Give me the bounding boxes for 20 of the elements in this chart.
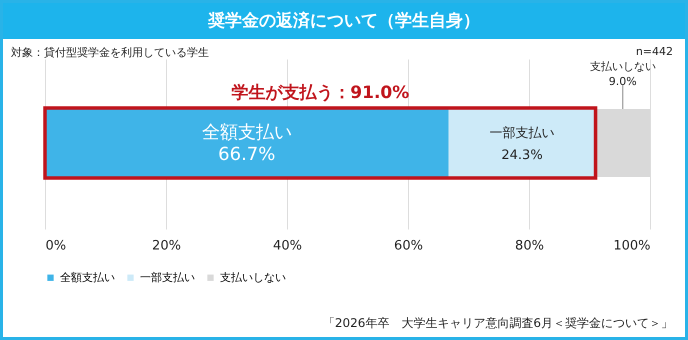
text: 全額支払い: [202, 122, 292, 143]
text: 「2026年卒 大学生キャリア意向調査6月＜奨学金について＞」: [322, 315, 673, 332]
text: 一部支払い: [490, 126, 555, 141]
x-tick-label: 40%: [273, 238, 302, 254]
text: n=442: [636, 45, 673, 58]
text: 対象：貸付型奨学金を利用している学生: [11, 45, 209, 60]
x-tick-label: 20%: [152, 238, 181, 254]
text: 学生が支払う：91.0%: [231, 83, 410, 103]
data-label: 24.3%: [501, 148, 543, 163]
x-tick-label: 80%: [515, 238, 544, 254]
x-tick-label: 0%: [46, 238, 66, 254]
data-label: 66.7%: [218, 144, 276, 165]
text: 支払いしない: [590, 60, 656, 73]
legend-label: 支払いしない: [220, 270, 286, 284]
chart-title: 奨学金の返済について（学生自身）: [3, 3, 685, 39]
data-label: 9.0%: [608, 75, 637, 88]
legend-label: 全額支払い: [60, 270, 115, 284]
x-tick-label: 100%: [613, 238, 650, 254]
x-tick-label: 60%: [394, 238, 423, 254]
legend-label: 一部支払い: [140, 270, 195, 284]
